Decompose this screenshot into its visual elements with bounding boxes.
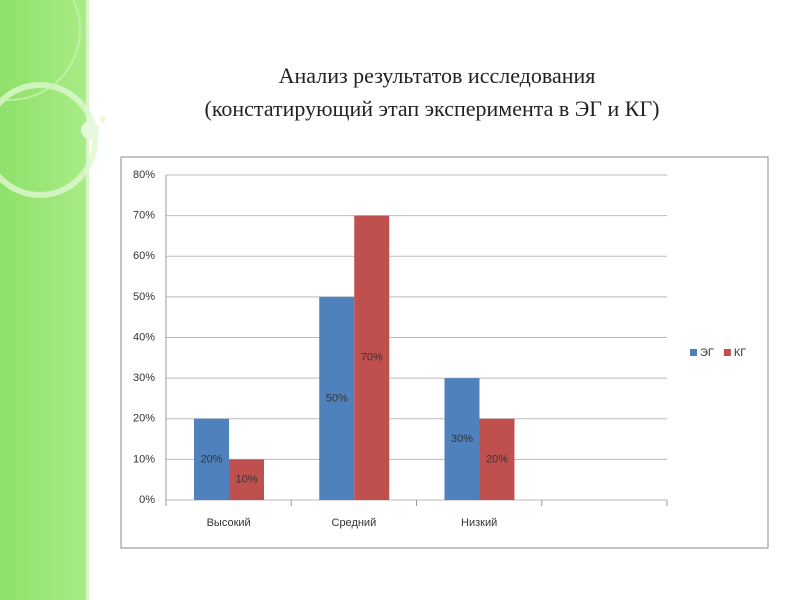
- y-tick-label: 70%: [133, 210, 155, 222]
- data-label: 20%: [486, 453, 508, 465]
- x-tick-label: Высокий: [207, 517, 251, 529]
- deco-circle: [0, 82, 98, 198]
- deco-dot: [100, 116, 106, 122]
- deco-dot: [81, 121, 99, 139]
- y-tick-label: 60%: [133, 250, 155, 262]
- legend-swatch: [723, 349, 731, 356]
- y-tick-label: 80%: [133, 169, 155, 181]
- data-label: 20%: [200, 453, 222, 465]
- y-tick-label: 20%: [133, 413, 155, 425]
- data-label: 70%: [361, 352, 383, 364]
- y-tick-label: 40%: [133, 331, 155, 343]
- legend-label: КГ: [734, 347, 746, 359]
- bar: [354, 215, 390, 500]
- y-tick-label: 50%: [133, 291, 155, 303]
- strip-edge: [86, 0, 89, 600]
- x-tick-label: Низкий: [461, 517, 497, 529]
- legend-label: ЭГ: [700, 347, 714, 359]
- x-tick-label: Средний: [332, 517, 377, 529]
- legend-swatch: [690, 349, 697, 356]
- bar: [319, 296, 355, 500]
- y-tick-label: 30%: [133, 372, 155, 384]
- bar: [444, 378, 480, 500]
- data-label: 50%: [326, 392, 348, 404]
- bar: [229, 459, 264, 500]
- chart-subtitle: (констатирующий этап эксперимента в ЭГ и…: [205, 96, 660, 121]
- chart-title: Анализ результатов исследования: [279, 63, 596, 88]
- bar: [479, 418, 515, 500]
- deco-circle: [0, 0, 81, 101]
- bar: [194, 418, 229, 500]
- y-tick-label: 0%: [139, 494, 155, 506]
- data-label: 30%: [451, 433, 473, 445]
- data-label: 10%: [235, 474, 257, 486]
- y-tick-label: 10%: [133, 453, 155, 465]
